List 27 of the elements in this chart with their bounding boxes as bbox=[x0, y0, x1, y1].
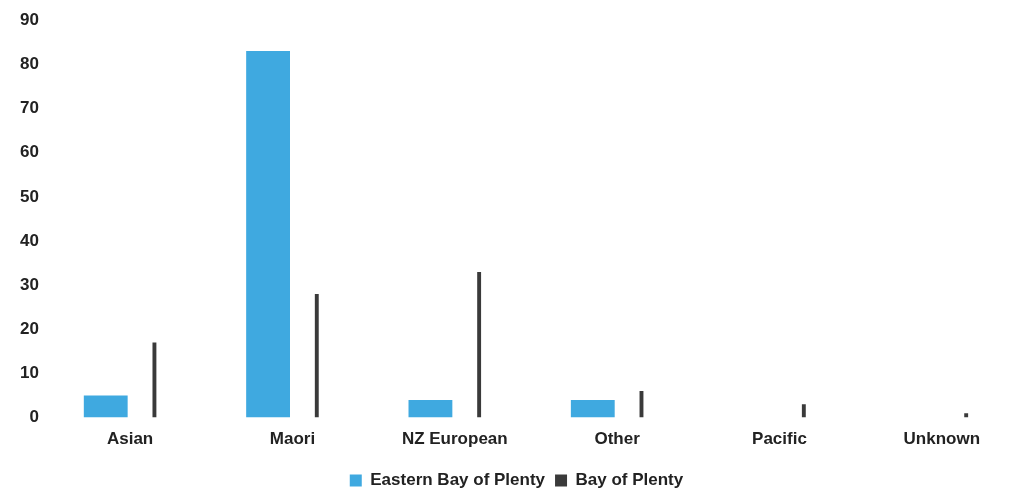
x-tick-label: Other bbox=[594, 429, 641, 449]
bar bbox=[314, 293, 319, 418]
y-tick-label: 60 bbox=[19, 142, 39, 162]
bar bbox=[83, 395, 128, 418]
bar bbox=[152, 342, 157, 418]
y-tick-label: 0 bbox=[29, 407, 39, 427]
legend-label: Bay of Plenty bbox=[575, 470, 684, 490]
x-tick-label: Asian bbox=[106, 429, 154, 449]
x-tick-label: Maori bbox=[269, 429, 316, 449]
y-tick-label: 30 bbox=[19, 274, 39, 294]
x-tick-label: NZ European bbox=[401, 429, 508, 449]
y-tick-label: 90 bbox=[19, 9, 39, 29]
x-tick-label: Pacific bbox=[752, 429, 807, 449]
y-tick-label: 40 bbox=[19, 230, 39, 250]
y-tick-label: 10 bbox=[19, 363, 39, 383]
y-tick-label: 50 bbox=[19, 186, 39, 206]
x-tick-label: Unknown bbox=[903, 429, 981, 449]
y-tick-label: 70 bbox=[19, 98, 39, 118]
bar bbox=[246, 51, 290, 418]
bar bbox=[408, 399, 453, 418]
bar bbox=[964, 413, 969, 418]
bar bbox=[570, 399, 615, 418]
bar bbox=[801, 404, 806, 418]
y-tick-label: 80 bbox=[19, 54, 39, 74]
legend-label: Eastern Bay of Plenty bbox=[370, 470, 546, 490]
y-tick-label: 20 bbox=[19, 318, 39, 338]
bar bbox=[477, 271, 482, 418]
